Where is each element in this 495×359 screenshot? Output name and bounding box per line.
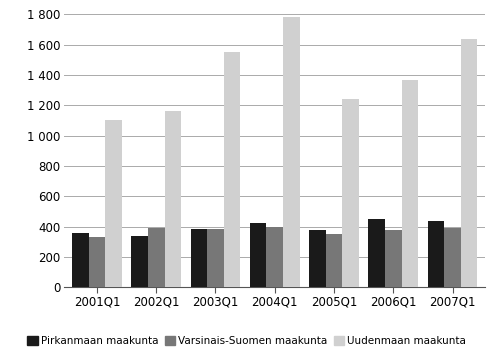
Bar [326, 234, 342, 287]
Bar [72, 233, 89, 287]
Bar [461, 39, 477, 287]
Bar [164, 111, 181, 287]
Bar [309, 230, 326, 287]
Bar [401, 80, 418, 287]
Bar [148, 228, 164, 287]
Bar [207, 229, 224, 287]
Bar [191, 229, 207, 287]
Bar [250, 223, 266, 287]
Bar [342, 99, 359, 287]
Bar [224, 52, 241, 287]
Bar [283, 17, 299, 287]
Bar [89, 237, 105, 287]
Bar [385, 230, 401, 287]
Bar [368, 219, 385, 287]
Bar [428, 221, 444, 287]
Bar [444, 228, 461, 287]
Legend: Pirkanmaan maakunta, Varsinais-Suomen maakunta, Uudenmaan maakunta: Pirkanmaan maakunta, Varsinais-Suomen ma… [28, 336, 466, 346]
Bar [266, 227, 283, 287]
Bar [105, 121, 122, 287]
Bar [131, 236, 148, 287]
